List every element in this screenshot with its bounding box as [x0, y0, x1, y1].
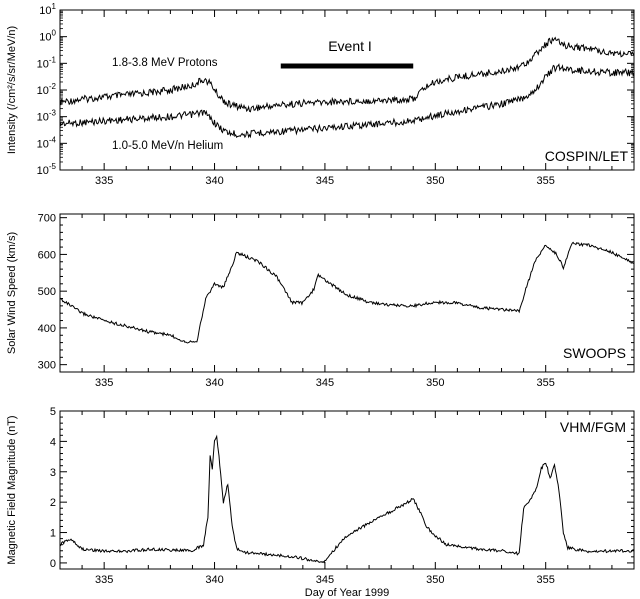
y-tick-label: 5: [50, 406, 56, 418]
x-tick-label: 335: [95, 377, 113, 389]
x-tick-label: 340: [205, 175, 223, 187]
x-tick-label: 350: [426, 574, 444, 586]
y-tick-label: 10-3: [37, 109, 57, 124]
y-tick-label: 10-2: [37, 82, 57, 97]
x-tick-label: 350: [426, 175, 444, 187]
y-tick-label: 0: [50, 558, 56, 570]
panel-frame: [59, 213, 635, 373]
protons-series-label: 1.8-3.8 MeV Protons: [112, 57, 218, 69]
y-tick-label: 4: [50, 436, 56, 448]
tick-group: 335 340 345 350 355 300 400 500 600 700: [38, 213, 635, 389]
series-group: [59, 434, 635, 564]
y-axis-label: Solar Wind Speed (km/s): [6, 232, 18, 354]
x-tick-label: 340: [205, 574, 223, 586]
x-tick-label: 355: [537, 175, 555, 187]
series-line-0-0: [59, 36, 635, 113]
y-tick-label: 700: [38, 213, 56, 225]
instrument-label: VHM/FGM: [560, 419, 626, 435]
x-tick-label: 345: [316, 175, 334, 187]
x-tick-label: 345: [316, 377, 334, 389]
y-tick-label: 300: [38, 360, 56, 372]
y-tick-label: 500: [38, 286, 56, 298]
x-tick-label: 345: [316, 574, 334, 586]
x-tick-label: 355: [537, 574, 555, 586]
x-tick-label: 355: [537, 377, 555, 389]
y-axis-label: Magnetic Field Magnitude (nT): [6, 415, 18, 564]
y-tick-label: 600: [38, 249, 56, 261]
y-tick-label: 100: [39, 29, 56, 44]
series-line-2-0: [59, 434, 635, 564]
y-tick-label: 400: [38, 323, 56, 335]
instrument-label: SWOOPS: [563, 345, 626, 361]
y-tick-label: 10-5: [37, 162, 57, 177]
tick-group: 335 340 345 350 355 101 100 10-1 10-2 10-3 10-4 10-…: [37, 2, 635, 187]
y-tick-label: 101: [39, 2, 56, 17]
y-tick-label: 1: [50, 528, 56, 540]
event-label: Event I: [328, 38, 372, 54]
panel-frame: [59, 410, 635, 570]
x-tick-label: 340: [205, 377, 223, 389]
y-tick-label: 10-4: [37, 135, 57, 150]
solar-wind-panel: 335 340 345 350 355 300 400 500 600 700 Solar Win…: [6, 213, 635, 389]
y-axis-label: Intensity (/cm²/s/sr/MeV/n): [6, 26, 18, 154]
x-axis-label: Day of Year 1999: [305, 587, 389, 599]
particle-intensity-panel: 335 340 345 350 355 101 100 10-1 10-2 10-3 10-4 10-…: [6, 2, 635, 187]
x-tick-label: 350: [426, 377, 444, 389]
y-tick-label: 10-1: [37, 55, 57, 70]
y-tick-label: 3: [50, 467, 56, 479]
series-group: [59, 36, 635, 139]
instrument-label: COSPIN/LET: [545, 148, 629, 164]
x-tick-label: 335: [95, 574, 113, 586]
series-line-1-0: [59, 241, 635, 344]
x-tick-label: 335: [95, 175, 113, 187]
helium-series-label: 1.0-5.0 MeV/n Helium: [112, 140, 223, 152]
series-line-0-1: [59, 63, 635, 139]
series-group: [59, 241, 635, 344]
y-tick-label: 2: [50, 497, 56, 509]
